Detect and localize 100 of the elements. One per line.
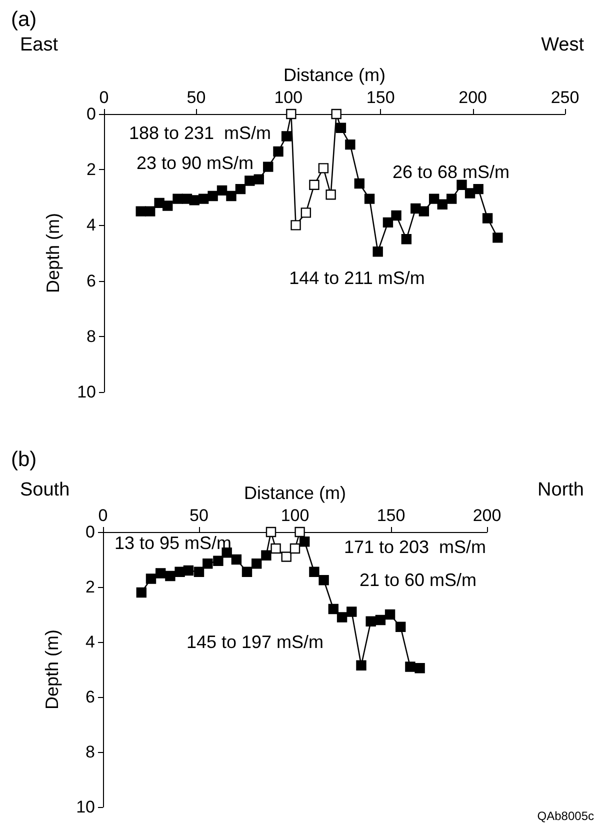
y-tick-label: 6 (86, 271, 96, 290)
point (300, 208, 312, 218)
annotation: 171 to 203 mS/m (344, 537, 486, 557)
point (136, 206, 146, 216)
point (309, 566, 320, 577)
point (428, 194, 440, 204)
point (300, 536, 310, 547)
point (336, 122, 346, 133)
point (345, 139, 356, 150)
y-tick-label: 0 (86, 104, 96, 124)
point (263, 162, 274, 172)
y-tick-label: 10 (76, 798, 95, 816)
x-tick-label: 0 (99, 88, 109, 107)
annotation: 145 to 197 mS/m (186, 632, 324, 652)
chart-title: (a) (11, 8, 37, 31)
y-tick-label: 6 (86, 688, 95, 706)
point (235, 184, 246, 194)
point (252, 558, 262, 569)
point (231, 554, 242, 565)
point (146, 574, 156, 584)
point (156, 568, 166, 578)
y-tick-label: 2 (86, 578, 95, 596)
point (281, 552, 292, 562)
point (456, 180, 467, 190)
point (396, 622, 406, 632)
point (437, 199, 448, 210)
point (384, 609, 396, 620)
point (382, 217, 394, 228)
text: West (541, 34, 585, 56)
x-tick-label: 0 (98, 506, 108, 525)
y-tick-label: 10 (77, 382, 96, 402)
point (213, 556, 224, 566)
point (318, 575, 329, 586)
point (446, 194, 457, 204)
y-tick-label: 2 (86, 160, 96, 180)
point (198, 194, 209, 204)
point (364, 194, 375, 204)
point (414, 663, 425, 674)
y-tick-label: 8 (86, 326, 96, 346)
x-tick-label: 200 (472, 506, 502, 525)
point (286, 108, 296, 120)
point (242, 566, 252, 577)
annotation: 21 to 60 mS/m (359, 570, 477, 590)
point (418, 206, 430, 216)
point (290, 543, 300, 554)
x-tick-label: 250 (550, 88, 580, 107)
point (318, 163, 329, 174)
point (273, 146, 284, 157)
x-tick-label: 100 (280, 506, 310, 525)
point (331, 108, 342, 120)
y-tick-label: 8 (86, 742, 95, 762)
point (326, 190, 336, 200)
point (401, 234, 412, 244)
x-tick-label: 50 (186, 88, 206, 107)
point (266, 526, 276, 538)
point (172, 194, 183, 204)
point (366, 616, 376, 626)
point (183, 565, 194, 576)
x-tick-label: 50 (190, 506, 208, 525)
point (309, 180, 320, 190)
annotation: 188 to 231 mS/m (128, 123, 272, 143)
point (165, 570, 176, 582)
point (391, 210, 402, 221)
y-tick-label: 0 (86, 522, 95, 542)
point (194, 566, 204, 577)
point (261, 550, 272, 560)
point (336, 612, 348, 622)
point (244, 176, 255, 186)
y-tick-label: 4 (86, 632, 95, 652)
x-tick-label: 200 (458, 88, 487, 107)
text: South (20, 480, 70, 500)
point (208, 190, 218, 202)
point (354, 178, 364, 189)
annotation: 13 to 95 mS/m (114, 533, 232, 553)
text: QAb8005c (537, 809, 594, 823)
point (254, 174, 264, 184)
text: North (538, 480, 584, 500)
y-axis-title: Depth (m) (42, 629, 62, 710)
point (226, 190, 236, 202)
annotation: 26 to 68 mS/m (392, 162, 510, 182)
x-tick-label: 100 (274, 88, 303, 107)
x-tick-label: 150 (366, 88, 395, 107)
point (216, 185, 228, 196)
y-axis-title: Depth (m) (43, 212, 63, 294)
point (136, 587, 146, 598)
point (492, 232, 503, 243)
point (290, 220, 301, 230)
point (356, 660, 366, 670)
point (473, 184, 484, 194)
point (482, 213, 493, 224)
x-tick-label: 150 (376, 506, 406, 525)
point (294, 526, 305, 538)
point (189, 195, 200, 206)
y-tick-label: 4 (86, 216, 96, 235)
point (270, 543, 281, 554)
point (145, 206, 156, 216)
point (202, 558, 213, 569)
point (405, 662, 416, 672)
chart-title: (b) (11, 448, 37, 471)
point (162, 200, 173, 211)
